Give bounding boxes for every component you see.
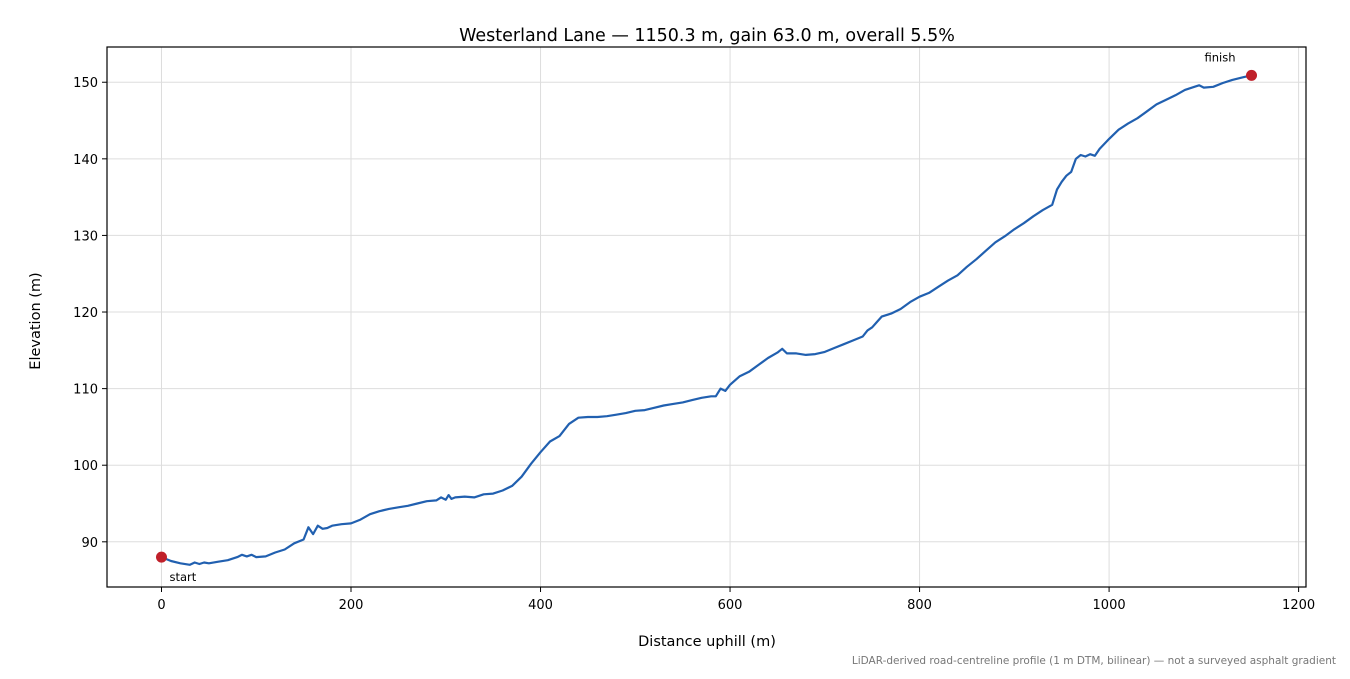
y-tick-label: 140: [73, 153, 98, 168]
x-tick-label: 400: [528, 598, 553, 613]
y-tick-label: 150: [73, 76, 98, 91]
x-tick-label: 1200: [1282, 598, 1315, 613]
x-tick-label: 600: [718, 598, 743, 613]
start-label: start: [169, 570, 196, 584]
finish-marker: [1246, 69, 1258, 81]
grid: [107, 47, 1306, 587]
x-tick-label: 0: [157, 598, 165, 613]
chart-title: Westerland Lane — 1150.3 m, gain 63.0 m,…: [459, 26, 955, 46]
elevation-line: [160, 74, 1253, 566]
y-tick-label: 90: [81, 536, 98, 551]
y-axis-label: Elevation (m): [28, 272, 44, 369]
start-marker: [155, 551, 167, 563]
axis-ticks: 0 200 400 600 800 1000 1200 90 100 110 120 130 140 15…: [73, 76, 1315, 613]
x-tick-label: 800: [907, 598, 932, 613]
y-tick-label: 120: [73, 306, 98, 321]
markers: start finish: [155, 50, 1258, 584]
x-tick-label: 200: [339, 598, 364, 613]
x-axis-label: Distance uphill (m): [638, 634, 776, 650]
plot-area: [160, 74, 1253, 566]
footnote: LiDAR-derived road-centreline profile (1…: [852, 655, 1336, 667]
finish-label: finish: [1204, 50, 1235, 64]
y-tick-label: 100: [73, 459, 98, 474]
y-tick-label: 130: [73, 229, 98, 244]
y-tick-label: 110: [73, 383, 98, 398]
plot-frame: [106, 46, 1307, 588]
x-tick-label: 1000: [1093, 598, 1126, 613]
